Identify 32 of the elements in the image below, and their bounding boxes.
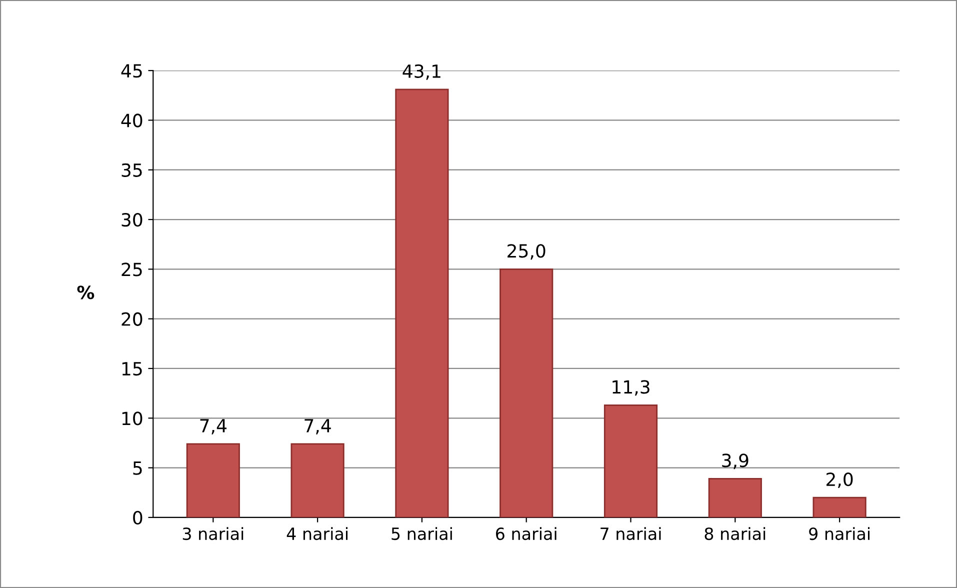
data-label: 2,0 [826, 472, 853, 488]
data-label: 3,9 [722, 454, 748, 470]
data-label: 11,3 [612, 380, 650, 396]
x-tick-label: 3 nariai [182, 527, 244, 540]
y-tick-label: 30 [122, 212, 142, 227]
data-label: 7,4 [200, 419, 226, 434]
bar [186, 443, 240, 518]
y-tick-label: 0 [133, 510, 142, 525]
x-tick-label: 6 nariai [496, 527, 556, 540]
data-label: 43,1 [402, 64, 440, 80]
y-tick-label: 10 [122, 412, 142, 426]
bar [708, 478, 762, 518]
x-tick-label: 9 nariai [809, 527, 870, 540]
y-tick-label: 5 [133, 461, 142, 475]
bar [395, 88, 449, 518]
y-tick-label: 35 [122, 163, 142, 177]
y-tick-label: 20 [122, 312, 142, 326]
data-label: 25,0 [508, 244, 546, 260]
bar [812, 496, 866, 518]
bar [500, 268, 554, 518]
y-tick-label: 25 [122, 262, 142, 276]
y-tick-label: 45 [121, 64, 142, 78]
y-tick-label: 40 [121, 114, 142, 128]
y-axis-title: % [77, 286, 94, 300]
y-tick-label: 15 [122, 362, 142, 376]
x-tick-label: 4 nariai [286, 527, 348, 540]
x-tick-label: 8 nariai [704, 527, 766, 540]
bar [290, 443, 344, 518]
x-tick-label: 7 nariai [600, 527, 661, 540]
bar [604, 404, 658, 518]
x-tick-label: 5 nariai [392, 527, 452, 540]
data-label: 7,4 [304, 419, 331, 434]
